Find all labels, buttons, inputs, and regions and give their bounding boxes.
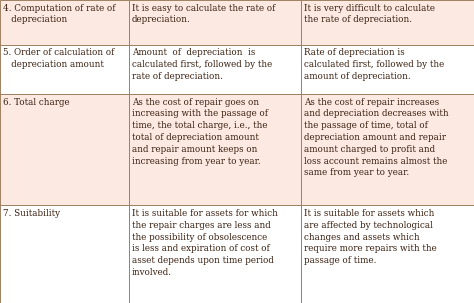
Text: Rate of depreciation is
calculated first, followed by the
amount of depreciation: Rate of depreciation is calculated first… bbox=[304, 48, 445, 81]
Bar bbox=[129, 0, 301, 45]
Text: Amount  of  depreciation  is
calculated first, followed by the
rate of depreciat: Amount of depreciation is calculated fir… bbox=[132, 48, 272, 81]
Bar bbox=[129, 94, 301, 205]
Bar bbox=[301, 45, 474, 94]
Text: It is very difficult to calculate
the rate of depreciation.: It is very difficult to calculate the ra… bbox=[304, 4, 435, 25]
Text: As the cost of repair goes on
increasing with the passage of
time, the total cha: As the cost of repair goes on increasing… bbox=[132, 98, 268, 165]
Text: It is suitable for assets which
are affected by technological
changes and assets: It is suitable for assets which are affe… bbox=[304, 209, 437, 265]
Bar bbox=[301, 94, 474, 205]
Text: 4. Computation of rate of
   depreciation: 4. Computation of rate of depreciation bbox=[3, 4, 115, 25]
Text: It is easy to calculate the rate of
depreciation.: It is easy to calculate the rate of depr… bbox=[132, 4, 275, 25]
Bar bbox=[0, 0, 129, 45]
Bar bbox=[0, 94, 129, 205]
Bar bbox=[0, 45, 129, 94]
Bar bbox=[129, 45, 301, 94]
Bar bbox=[301, 0, 474, 45]
Text: 6. Total charge: 6. Total charge bbox=[3, 98, 70, 107]
Bar bbox=[0, 205, 129, 303]
Bar bbox=[301, 205, 474, 303]
Bar bbox=[129, 205, 301, 303]
Text: It is suitable for assets for which
the repair charges are less and
the possibil: It is suitable for assets for which the … bbox=[132, 209, 278, 277]
Text: As the cost of repair increases
and depreciation decreases with
the passage of t: As the cost of repair increases and depr… bbox=[304, 98, 449, 177]
Text: 5. Order of calculation of
   depreciation amount: 5. Order of calculation of depreciation … bbox=[3, 48, 114, 69]
Text: 7. Suitability: 7. Suitability bbox=[3, 209, 60, 218]
